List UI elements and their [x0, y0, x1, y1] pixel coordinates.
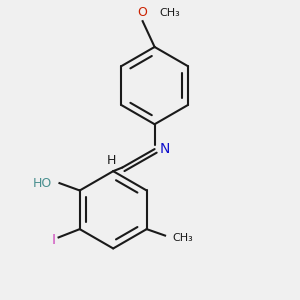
Text: CH₃: CH₃	[172, 233, 193, 243]
Text: H: H	[107, 154, 116, 166]
Text: N: N	[159, 142, 170, 156]
Text: O: O	[138, 6, 148, 19]
Text: CH₃: CH₃	[159, 8, 180, 18]
Text: I: I	[52, 233, 56, 247]
Text: HO: HO	[33, 177, 52, 190]
